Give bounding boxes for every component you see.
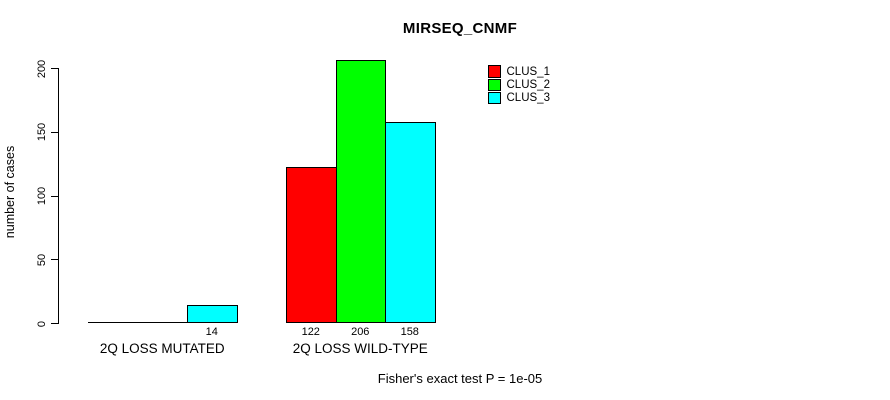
legend-label: CLUS_2 [506,78,550,91]
legend-row: CLUS_2 [488,78,550,92]
y-tick-label: 200 [35,59,48,78]
y-tick-mark [51,323,58,324]
bar-value-label: 122 [301,326,320,338]
y-axis-line [58,68,59,324]
bar-value-label: 158 [400,326,419,338]
bar-value-label: 14 [205,326,218,338]
legend-swatch-clus_2 [488,78,501,92]
bar-clus_3 [385,121,436,323]
legend-swatch-clus_3 [488,91,501,105]
annotation-text: Fisher's exact test P = 1e-05 [377,371,543,386]
y-tick-label: 0 [35,320,48,327]
y-tick-mark [51,68,58,69]
legend-swatch-clus_1 [488,65,501,78]
y-tick-mark [51,195,58,197]
y-axis-label: number of cases [3,145,17,239]
legend-label: CLUS_1 [506,65,550,78]
x-category-label: 2Q LOSS MUTATED [99,341,225,356]
bar-value-label: 206 [351,326,370,338]
legend-row: CLUS_3 [488,91,550,105]
chart-title: MIRSEQ_CNMF [402,20,518,37]
y-tick-label: 150 [35,123,48,142]
x-category-label: 2Q LOSS WILD-TYPE [292,341,428,356]
legend-label: CLUS_3 [506,91,550,104]
bar-clus_3 [187,305,238,323]
y-tick-mark [51,131,58,133]
bar-zero-clus_2 [137,322,188,323]
y-tick-label: 100 [35,186,48,206]
bar-zero-clus_1 [88,322,139,323]
y-tick-label: 50 [35,253,48,266]
legend: CLUS_1 CLUS_2 CLUS_3 [488,65,550,105]
bar-clus_1 [286,167,337,323]
y-tick-mark [51,259,58,261]
bar-clus_2 [335,60,386,323]
legend-row: CLUS_1 [488,65,550,78]
